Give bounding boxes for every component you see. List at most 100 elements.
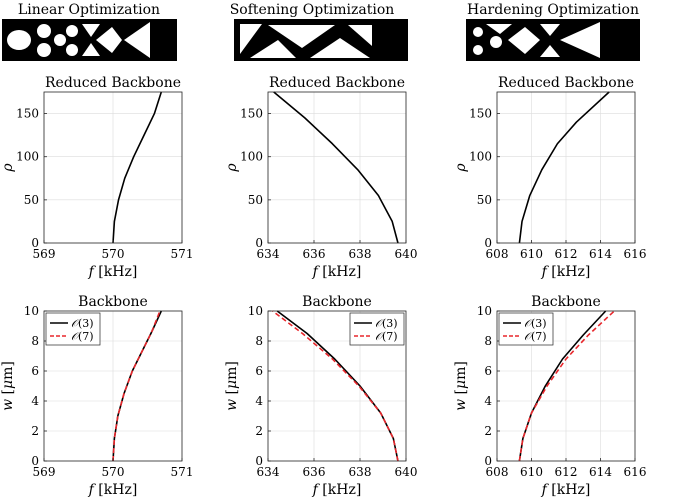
y-tick-label: 0 xyxy=(31,454,39,468)
y-tick-label: 4 xyxy=(484,394,492,408)
y-tick-label: 50 xyxy=(477,193,492,207)
axes-frame xyxy=(267,91,407,244)
y-tick-label: 50 xyxy=(24,193,39,207)
y-axis-label: w [μm] xyxy=(0,361,16,411)
reduced-backbone-hardening-chart: 608 610 612 614 616 0 50 100 150 Reduced Backbone… xyxy=(453,75,646,280)
linear-optimization-title: Linear Optimization xyxy=(18,2,160,18)
x-tick-label: 636 xyxy=(303,247,326,261)
chart-title: Reduced Backbone xyxy=(498,75,634,91)
y-tick-label: 2 xyxy=(31,424,39,438)
hardening-optimization-title: Hardening Optimization xyxy=(467,2,639,18)
y-tick-label: 2 xyxy=(484,424,492,438)
y-tick-label: 100 xyxy=(240,150,263,164)
x-tick-label: 570 xyxy=(102,465,125,479)
x-tick-label: 570 xyxy=(102,247,125,261)
x-tick-label: 640 xyxy=(395,247,418,261)
y-tick-label: 100 xyxy=(16,150,39,164)
x-tick-label: 612 xyxy=(555,247,578,261)
x-tick-label: 608 xyxy=(486,247,509,261)
x-tick-label: 634 xyxy=(257,465,280,479)
x-axis-label: f [kHz] xyxy=(312,264,362,280)
y-tick-label: 150 xyxy=(469,107,492,121)
series-line-o7 xyxy=(272,310,399,462)
legend-box xyxy=(349,312,405,346)
chart-title: Backbone xyxy=(302,294,372,310)
y-axis-label: ρ xyxy=(0,163,16,173)
x-tick-label: 571 xyxy=(171,247,194,261)
x-tick-label: 616 xyxy=(624,465,647,479)
y-tick-label: 150 xyxy=(16,107,39,121)
legend-entry-label: 𝒪(7) xyxy=(524,330,547,343)
y-tick-label: 8 xyxy=(31,334,39,348)
linear-topology-image xyxy=(2,19,177,61)
x-tick-label: 636 xyxy=(303,465,326,479)
y-axis-label: w [μm] xyxy=(224,361,240,411)
legend-box xyxy=(45,312,101,346)
y-tick-label: 50 xyxy=(248,193,263,207)
x-tick-label: 569 xyxy=(33,247,56,261)
y-tick-label: 0 xyxy=(255,236,263,250)
x-tick-label: 569 xyxy=(33,465,56,479)
y-tick-label: 0 xyxy=(484,454,492,468)
hardening-topology-image xyxy=(466,19,640,61)
legend-entry-label: 𝒪(7) xyxy=(375,330,398,343)
x-axis-label: f [kHz] xyxy=(541,264,591,280)
y-tick-label: 100 xyxy=(469,150,492,164)
legend-entry-label: 𝒪(3) xyxy=(524,317,547,330)
reduced-backbone-linear-chart: 569 570 571 0 50 100 150 Reduced Backbone f [kHz… xyxy=(0,75,193,280)
y-tick-label: 0 xyxy=(31,236,39,250)
series-line xyxy=(273,91,399,244)
chart-title: Reduced Backbone xyxy=(269,75,405,91)
y-tick-label: 8 xyxy=(484,334,492,348)
y-tick-label: 0 xyxy=(484,236,492,250)
x-tick-label: 571 xyxy=(171,465,194,479)
legend: 𝒪(3)𝒪(7) xyxy=(349,312,405,346)
reduced-backbone-softening-chart: 634 636 638 640 0 50 100 150 Reduced Backbone f [… xyxy=(224,75,417,280)
y-tick-label: 10 xyxy=(248,304,263,318)
chart-title: Backbone xyxy=(78,294,148,310)
y-tick-label: 2 xyxy=(255,424,263,438)
legend-box xyxy=(498,312,554,346)
y-tick-label: 8 xyxy=(255,334,263,348)
x-axis-label: f [kHz] xyxy=(88,482,138,498)
x-tick-label: 610 xyxy=(520,465,543,479)
y-tick-label: 150 xyxy=(240,107,263,121)
legend-entry-label: 𝒪(7) xyxy=(71,330,94,343)
x-axis-label: f [kHz] xyxy=(88,264,138,280)
series-line-o7 xyxy=(518,310,615,462)
series-line-o3 xyxy=(276,310,399,462)
backbone-hardening-chart: 608 610 612 614 616 0 2 4 6 8 10 Backbone f [kHz] w [… xyxy=(453,294,646,498)
y-axis-label: ρ xyxy=(453,163,469,173)
backbone-softening-chart: 634 636 638 640 0 2 4 6 8 10 Backbone f [kHz] w [μm]… xyxy=(224,294,417,498)
x-tick-label: 640 xyxy=(395,465,418,479)
y-tick-label: 10 xyxy=(477,304,492,318)
legend-entry-label: 𝒪(3) xyxy=(71,317,94,330)
y-axis-label: w [μm] xyxy=(453,361,469,411)
x-tick-label: 608 xyxy=(486,465,509,479)
softening-optimization-title: Softening Optimization xyxy=(230,2,395,18)
backbone-linear-chart: 569 570 571 0 2 4 6 8 10 Backbone f [kHz] w [μm] 𝒪(3… xyxy=(0,294,193,498)
x-tick-label: 638 xyxy=(349,247,372,261)
x-tick-label: 610 xyxy=(520,247,543,261)
y-axis-label: ρ xyxy=(224,163,240,173)
series-line-o7 xyxy=(112,310,161,462)
x-tick-label: 616 xyxy=(624,247,647,261)
legend: 𝒪(3)𝒪(7) xyxy=(45,312,101,346)
softening-topology-image xyxy=(234,19,408,61)
x-tick-label: 634 xyxy=(257,247,280,261)
y-tick-label: 0 xyxy=(255,454,263,468)
series-line xyxy=(518,91,610,244)
chart-title: Backbone xyxy=(531,294,601,310)
y-tick-label: 6 xyxy=(31,364,39,378)
y-tick-label: 4 xyxy=(31,394,39,408)
y-tick-label: 10 xyxy=(24,304,39,318)
x-axis-label: f [kHz] xyxy=(541,482,591,498)
x-tick-label: 612 xyxy=(555,465,578,479)
x-tick-label: 614 xyxy=(589,465,612,479)
legend-entry-label: 𝒪(3) xyxy=(375,317,398,330)
axes-frame xyxy=(267,310,407,462)
series-line-o3 xyxy=(518,310,607,462)
y-tick-label: 4 xyxy=(255,394,263,408)
y-tick-label: 6 xyxy=(255,364,263,378)
